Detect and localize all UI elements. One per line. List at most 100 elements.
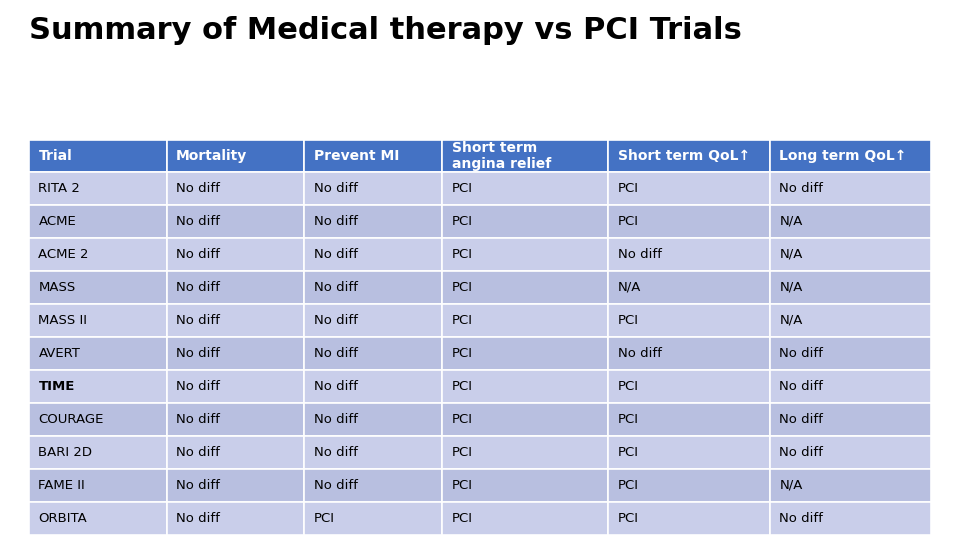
FancyBboxPatch shape [29, 469, 166, 502]
FancyBboxPatch shape [29, 502, 166, 535]
Text: FAME II: FAME II [38, 478, 85, 491]
FancyBboxPatch shape [29, 205, 166, 238]
Text: No diff: No diff [314, 281, 358, 294]
FancyBboxPatch shape [304, 140, 442, 172]
FancyBboxPatch shape [304, 304, 442, 337]
FancyBboxPatch shape [442, 304, 609, 337]
Text: No diff: No diff [176, 314, 220, 327]
Text: No diff: No diff [314, 413, 358, 426]
FancyBboxPatch shape [29, 172, 166, 205]
Text: PCI: PCI [451, 413, 472, 426]
FancyBboxPatch shape [770, 370, 931, 403]
FancyBboxPatch shape [442, 140, 609, 172]
Text: COURAGE: COURAGE [38, 413, 104, 426]
Text: N/A: N/A [780, 314, 803, 327]
Text: RITA 2: RITA 2 [38, 182, 81, 195]
Text: PCI: PCI [451, 314, 472, 327]
Text: ACME 2: ACME 2 [38, 248, 89, 261]
Text: ACME: ACME [38, 215, 76, 228]
Text: No diff: No diff [314, 314, 358, 327]
FancyBboxPatch shape [770, 172, 931, 205]
Text: PCI: PCI [618, 182, 638, 195]
Text: Short term QoL↑: Short term QoL↑ [618, 149, 750, 163]
Text: No diff: No diff [176, 248, 220, 261]
Text: PCI: PCI [451, 347, 472, 360]
FancyBboxPatch shape [770, 403, 931, 436]
FancyBboxPatch shape [166, 205, 304, 238]
FancyBboxPatch shape [166, 140, 304, 172]
Text: N/A: N/A [618, 281, 641, 294]
Text: No diff: No diff [780, 380, 823, 393]
FancyBboxPatch shape [304, 238, 442, 271]
Text: PCI: PCI [618, 446, 638, 458]
FancyBboxPatch shape [609, 403, 770, 436]
Text: PCI: PCI [451, 215, 472, 228]
FancyBboxPatch shape [770, 502, 931, 535]
Text: ORBITA: ORBITA [38, 511, 87, 525]
FancyBboxPatch shape [166, 172, 304, 205]
Text: PCI: PCI [618, 511, 638, 525]
Text: No diff: No diff [314, 380, 358, 393]
FancyBboxPatch shape [442, 436, 609, 469]
FancyBboxPatch shape [770, 469, 931, 502]
FancyBboxPatch shape [29, 403, 166, 436]
FancyBboxPatch shape [166, 403, 304, 436]
FancyBboxPatch shape [609, 172, 770, 205]
Text: No diff: No diff [176, 511, 220, 525]
FancyBboxPatch shape [304, 337, 442, 370]
FancyBboxPatch shape [442, 205, 609, 238]
FancyBboxPatch shape [29, 140, 166, 172]
FancyBboxPatch shape [442, 370, 609, 403]
Text: PCI: PCI [618, 413, 638, 426]
Text: AVERT: AVERT [38, 347, 81, 360]
FancyBboxPatch shape [609, 436, 770, 469]
Text: No diff: No diff [780, 413, 823, 426]
Text: PCI: PCI [314, 511, 335, 525]
FancyBboxPatch shape [304, 172, 442, 205]
FancyBboxPatch shape [166, 436, 304, 469]
FancyBboxPatch shape [29, 436, 166, 469]
Text: Summary of Medical therapy vs PCI Trials: Summary of Medical therapy vs PCI Trials [29, 16, 742, 45]
Text: TIME: TIME [38, 380, 75, 393]
Text: Prevent MI: Prevent MI [314, 149, 399, 163]
Text: PCI: PCI [451, 281, 472, 294]
FancyBboxPatch shape [609, 205, 770, 238]
FancyBboxPatch shape [609, 238, 770, 271]
Text: No diff: No diff [314, 478, 358, 491]
FancyBboxPatch shape [29, 337, 166, 370]
Text: PCI: PCI [618, 314, 638, 327]
FancyBboxPatch shape [770, 140, 931, 172]
FancyBboxPatch shape [442, 502, 609, 535]
FancyBboxPatch shape [609, 469, 770, 502]
FancyBboxPatch shape [770, 304, 931, 337]
Text: BARI 2D: BARI 2D [38, 446, 92, 458]
Text: No diff: No diff [176, 182, 220, 195]
Text: N/A: N/A [780, 281, 803, 294]
FancyBboxPatch shape [442, 469, 609, 502]
Text: N/A: N/A [780, 215, 803, 228]
FancyBboxPatch shape [442, 238, 609, 271]
Text: No diff: No diff [780, 182, 823, 195]
FancyBboxPatch shape [609, 304, 770, 337]
FancyBboxPatch shape [166, 304, 304, 337]
Text: No diff: No diff [176, 413, 220, 426]
FancyBboxPatch shape [304, 469, 442, 502]
Text: No diff: No diff [176, 215, 220, 228]
Text: No diff: No diff [314, 182, 358, 195]
FancyBboxPatch shape [166, 370, 304, 403]
FancyBboxPatch shape [304, 205, 442, 238]
Text: No diff: No diff [176, 478, 220, 491]
Text: PCI: PCI [451, 182, 472, 195]
Text: PCI: PCI [618, 215, 638, 228]
Text: PCI: PCI [451, 248, 472, 261]
FancyBboxPatch shape [770, 205, 931, 238]
FancyBboxPatch shape [770, 337, 931, 370]
FancyBboxPatch shape [442, 172, 609, 205]
Text: Trial: Trial [38, 149, 72, 163]
FancyBboxPatch shape [304, 502, 442, 535]
Text: N/A: N/A [780, 248, 803, 261]
Text: No diff: No diff [314, 347, 358, 360]
Text: PCI: PCI [451, 446, 472, 458]
Text: No diff: No diff [314, 215, 358, 228]
Text: PCI: PCI [451, 478, 472, 491]
